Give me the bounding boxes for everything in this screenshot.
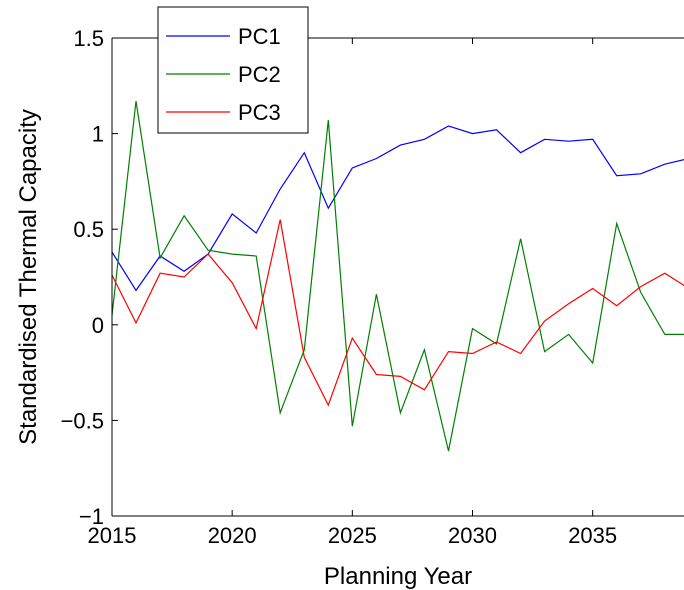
y-axis-label: Standardised Thermal Capacity: [15, 109, 42, 445]
y-tick-label: 0.5: [73, 217, 104, 242]
x-tick-label: 2015: [88, 523, 137, 548]
y-tick-label: −1: [79, 504, 104, 529]
x-tick-label: 2020: [208, 523, 257, 548]
x-axis-label: Planning Year: [324, 563, 472, 590]
ticks-layer: 2015 2020 2025 2030 2035 −1 −0.5 0 0.5 1 1.5: [61, 26, 618, 548]
legend-label-pc3: PC3: [238, 100, 281, 125]
series-line-pc2: [112, 101, 684, 452]
series-layer: [112, 101, 684, 452]
legend-box: [157, 6, 309, 134]
y-tick-label: 0: [92, 313, 104, 338]
series-line-pc3: [112, 219, 684, 407]
x-tick-label: 2025: [328, 523, 377, 548]
x-tick-label: 2035: [568, 523, 617, 548]
y-tick-label: 1.5: [73, 26, 104, 51]
legend-label-pc1: PC1: [238, 24, 281, 49]
y-tick-label: 1: [92, 122, 104, 147]
legend-label-pc2: PC2: [238, 62, 281, 87]
legend: PC1 PC2 PC3: [157, 6, 309, 134]
x-tick-label: 2030: [448, 523, 497, 548]
y-tick-label: −0.5: [61, 408, 104, 433]
